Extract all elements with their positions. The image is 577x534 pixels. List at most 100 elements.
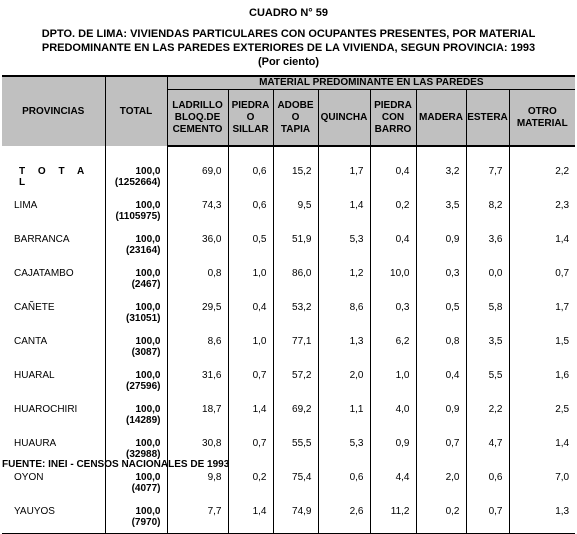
value-cell: 0,5 [415,295,466,329]
value-cell: 5,3 [317,227,370,261]
total-count: (27596) [126,381,161,392]
province-cell: HUAROCHIRI [2,397,105,431]
value-cell: 0,6 [227,193,273,227]
table-row: HUAURA 100,0 (32988) 30,8 0,7 55,5 5,3 0,9 0,7 4,… [2,431,576,465]
province-name: HUAURA [14,438,57,449]
column-header-line: SILLAR [232,123,269,135]
table-row: CAÑETE 100,0 (31051) 29,5 0,4 53,2 8,6 0,3 0,5 5,… [2,295,576,329]
province-cell: HUARAL [2,363,105,397]
column-header-line: MATERIAL [516,117,568,129]
value-cell: 9,8 [166,465,228,499]
table-body: T O T A L 100,0 (1252664) 69,0 0,6 15,2 1,7 0,4… [2,146,576,534]
column-header-line: MADERA [419,111,463,123]
header-provincias: PROVINCIAS [2,76,105,146]
total-percent: 100,0 [135,200,161,211]
value-cell: 4,0 [369,397,416,431]
value-cell: 1,0 [227,261,273,295]
table-row: HUAROCHIRI 100,0 (14289) 18,7 1,4 69,2 1,1 4,0 0… [2,397,576,431]
title-line-1: DPTO. DE LIMA: VIVIENDAS PARTICULARES CO… [41,28,536,40]
column-header-line: PIEDRA [374,99,412,111]
value-cell: 1,0 [369,363,416,397]
value-cell: 0,2 [369,193,416,227]
value-cell: 0,4 [369,227,416,261]
total-percent: 100,0 [135,268,161,279]
province-name: HUAROCHIRI [14,404,78,415]
province-cell: HUAURA [2,431,105,465]
total-count: (7970) [131,517,161,528]
value-cell: 0,6 [317,465,370,499]
table-header: PROVINCIAS TOTAL MATERIAL PREDOMINANTE E… [2,76,576,147]
value-cell: 5,8 [465,295,509,329]
value-cell: 0,5 [227,227,273,261]
province-cell: OYON [2,465,105,499]
value-cell: 3,6 [465,227,509,261]
table-row: CAJATAMBO 100,0 (2467) 0,8 1,0 86,0 1,2 10,0 0,3… [2,261,576,295]
value-cell: 3,5 [415,193,466,227]
total-count: (3087) [131,347,161,358]
value-cell: 7,0 [508,465,576,499]
value-cell: 0,8 [415,329,466,363]
value-cell: 0,6 [465,465,509,499]
value-cell: 8,6 [317,295,370,329]
value-cell: 1,4 [227,397,273,431]
province-cell: BARRANCA [2,227,105,261]
value-cell: 0,2 [415,499,466,534]
table-row: BARRANCA 100,0 (23164) 36,0 0,5 51,9 5,3 0,4 0,9… [2,227,576,261]
column-header-line: O [246,111,255,123]
province-name: YAUYOS [14,506,55,517]
value-cell: 29,5 [166,295,228,329]
province-cell: CAÑETE [2,295,105,329]
column-header-line: ESTERA [467,111,508,123]
title-block: CUADRO N° 59 DPTO. DE LIMA: VIVIENDAS PA… [0,6,577,69]
total-count: (14289) [126,415,161,426]
table-row: HUARAL 100,0 (27596) 31,6 0,7 57,2 2,0 1,0 0,4 5,… [2,363,576,397]
value-cell: 1,4 [508,227,576,261]
value-cell: 0,9 [415,397,466,431]
value-cell: 51,9 [272,227,318,261]
total-percent: 100,0 [135,370,161,381]
table-row: CANTA 100,0 (3087) 8,6 1,0 77,1 1,3 6,2 0,8 3,5 1,… [2,329,576,363]
value-cell: 1,3 [508,499,576,534]
column-header-line: CEMENTO [172,123,223,135]
header-group: MATERIAL PREDOMINANTE EN LAS PAREDES [166,76,576,90]
value-cell: 4,4 [369,465,416,499]
table-row: LIMA 100,0 (1105975) 74,3 0,6 9,5 1,4 0,2 3,5 8,2… [2,193,576,227]
value-cell: 2,2 [465,397,509,431]
value-cell: 53,2 [272,295,318,329]
total-percent: 100,0 [135,336,161,347]
column-header-line: QUINCHA [320,111,368,123]
value-cell: 3,5 [465,329,509,363]
value-cell: 2,0 [415,465,466,499]
total-row: T O T A L 100,0 (1252664) 69,0 0,6 15,2 1,7 0,4… [2,159,576,193]
column-header: LADRILLO BLOQ.DE CEMENTO [166,89,228,147]
value-cell: 3,2 [415,159,466,193]
column-header-line: ADOBE [277,99,314,111]
column-header-line: CON [381,111,405,123]
total-percent: 100,0 [135,438,161,449]
source-note: FUENTE: INEI - CENSOS NACIONALES DE 1993 [2,459,230,470]
value-cell: 36,0 [166,227,228,261]
table-row: YAUYOS 100,0 (7970) 7,7 1,4 74,9 2,6 11,2 0,2 0,7… [2,499,576,534]
value-cell: 4,7 [465,431,509,465]
province-cell: CANTA [2,329,105,363]
column-header-line: BLOQ.DE [174,111,221,123]
value-cell: 75,4 [272,465,318,499]
value-cell: 1,4 [317,193,370,227]
value-cell: 0,7 [415,431,466,465]
province-name: LIMA [14,200,38,211]
value-cell: 0,9 [369,431,416,465]
total-cell: 100,0 (1252664) [104,159,167,193]
value-cell: 15,2 [272,159,318,193]
province-cell: T O T A L [2,159,105,193]
total-cell: 100,0 (2467) [104,261,167,295]
value-cell: 7,7 [465,159,509,193]
value-cell: 9,5 [272,193,318,227]
province-name: T O T A L [19,166,89,188]
value-cell: 1,4 [227,499,273,534]
value-cell: 74,9 [272,499,318,534]
value-cell: 31,6 [166,363,228,397]
total-percent: 100,0 [135,472,161,483]
column-header-line: TAPIA [280,123,311,135]
title-line-2: PREDOMINANTE EN LAS PAREDES EXTERIORES D… [41,42,536,54]
total-cell: 100,0 (23164) [104,227,167,261]
